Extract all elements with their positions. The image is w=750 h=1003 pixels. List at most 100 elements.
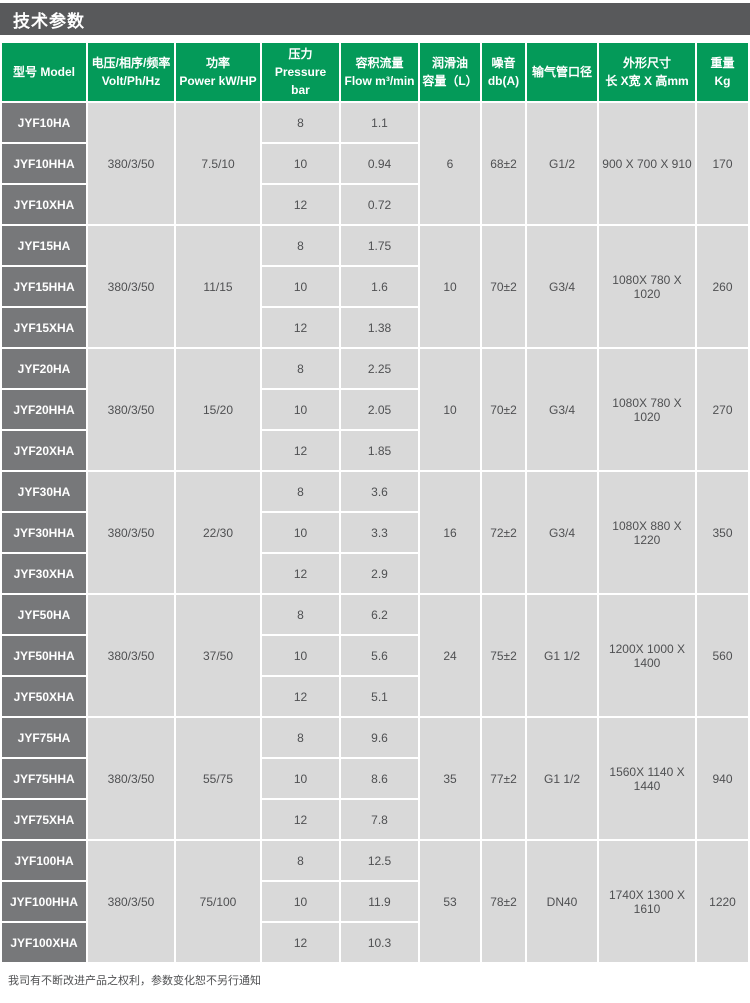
weight-cell: 270 [697,349,748,470]
header-line2: 容量（L） [422,74,478,88]
model-cell: JYF50XHA [2,677,86,716]
header-line1: 输气管口径 [531,65,592,79]
flow-cell: 5.1 [341,677,418,716]
power-cell: 22/30 [176,472,260,593]
noise-cell: 70±2 [482,226,525,347]
noise-cell: 75±2 [482,595,525,716]
table-row: JYF15HHA 10 1.6 [2,267,748,306]
noise-cell: 78±2 [482,841,525,962]
pressure-cell: 12 [262,923,339,962]
header-line2: Kg [714,74,731,88]
model-cell: JYF10HHA [2,144,86,183]
oil-capacity-cell: 6 [420,103,480,224]
flow-cell: 1.85 [341,431,418,470]
header-cell-4: 容积流量 Flow m³/min [341,43,418,101]
header-cell-3: 压力 Pressure bar [262,43,339,101]
flow-cell: 11.9 [341,882,418,921]
specs-table-body: JYF10HA 380/3/50 7.5/10 8 1.1 6 68±2 G1/2 900 X … [2,103,748,962]
specs-table-header: 型号 Model 电压/相序/频率 Volt/Ph/Hz 功率 Power kW/HP 压… [2,43,748,101]
table-row: JYF30XHA 12 2.9 [2,554,748,593]
model-cell: JYF15HA [2,226,86,265]
dimensions-cell: 1080X 780 X 1020 [599,349,695,470]
power-cell: 11/15 [176,226,260,347]
table-row: JYF30HHA 10 3.3 [2,513,748,552]
table-row: JYF100XHA 12 10.3 [2,923,748,962]
table-row: JYF100HA 380/3/50 75/100 8 12.5 53 78±2 DN40 174… [2,841,748,962]
header-line1: 功率 [205,56,230,70]
specs-table: 型号 Model 电压/相序/频率 Volt/Ph/Hz 功率 Power kW/HP 压… [0,41,750,964]
model-cell: JYF20HA [2,349,86,388]
voltage-cell: 380/3/50 [88,841,174,962]
dimensions-cell: 1080X 780 X 1020 [599,226,695,347]
voltage-cell: 380/3/50 [88,226,174,347]
model-cell: JYF15HHA [2,267,86,306]
model-cell: JYF10HA [2,103,86,142]
table-row: JYF15HA 380/3/50 11/15 8 1.75 10 70±2 G3/4 1080X… [2,226,748,347]
header-line1: 容积流量 [355,56,404,70]
flow-cell: 1.75 [341,226,418,265]
pipe-diameter-cell: G1 1/2 [527,595,597,716]
flow-cell: 1.1 [341,103,418,142]
flow-cell: 12.5 [341,841,418,880]
pipe-diameter-cell: G3/4 [527,349,597,470]
noise-cell: 68±2 [482,103,525,224]
pressure-cell: 12 [262,308,339,347]
pressure-cell: 10 [262,513,339,552]
oil-capacity-cell: 16 [420,472,480,593]
voltage-cell: 380/3/50 [88,103,174,224]
flow-cell: 3.6 [341,472,418,511]
flow-cell: 3.3 [341,513,418,552]
pressure-cell: 10 [262,759,339,798]
pipe-diameter-cell: G1 1/2 [527,718,597,839]
header-line2: Flow m³/min [344,74,415,88]
flow-cell: 1.38 [341,308,418,347]
header-row: 型号 Model 电压/相序/频率 Volt/Ph/Hz 功率 Power kW/HP 压… [2,43,748,101]
header-line1: 重量 [710,56,735,70]
oil-capacity-cell: 35 [420,718,480,839]
power-cell: 75/100 [176,841,260,962]
table-row: JYF75HHA 10 8.6 [2,759,748,798]
header-line2: Power kW/HP [179,74,257,88]
voltage-cell: 380/3/50 [88,349,174,470]
model-cell: JYF20HHA [2,390,86,429]
voltage-cell: 380/3/50 [88,595,174,716]
pressure-cell: 10 [262,144,339,183]
noise-cell: 70±2 [482,349,525,470]
pipe-diameter-cell: G3/4 [527,226,597,347]
power-cell: 7.5/10 [176,103,260,224]
table-row: JYF10XHA 12 0.72 [2,185,748,224]
header-cell-6: 噪音 db(A) [482,43,525,101]
header-line2: db(A) [487,74,520,88]
voltage-cell: 380/3/50 [88,472,174,593]
header-cell-0: 型号 Model [2,43,86,101]
power-cell: 15/20 [176,349,260,470]
table-row: JYF20HA 380/3/50 15/20 8 2.25 10 70±2 G3/4 1080X… [2,349,748,470]
header-cell-5: 润滑油 容量（L） [420,43,480,101]
flow-cell: 0.94 [341,144,418,183]
flow-cell: 8.6 [341,759,418,798]
flow-cell: 1.6 [341,267,418,306]
header-cell-2: 功率 Power kW/HP [176,43,260,101]
oil-capacity-cell: 10 [420,226,480,347]
header-line1: 型号 Model [13,65,75,79]
power-cell: 37/50 [176,595,260,716]
dimensions-cell: 1560X 1140 X 1440 [599,718,695,839]
pressure-cell: 8 [262,718,339,757]
voltage-cell: 380/3/50 [88,718,174,839]
pressure-cell: 10 [262,636,339,675]
header-line1: 外形尺寸 [622,56,671,70]
pressure-cell: 8 [262,595,339,634]
table-row: JYF20HHA 10 2.05 [2,390,748,429]
pressure-cell: 8 [262,103,339,142]
header-cell-7: 输气管口径 [527,43,597,101]
pressure-cell: 12 [262,554,339,593]
pipe-diameter-cell: G1/2 [527,103,597,224]
weight-cell: 1220 [697,841,748,962]
dimensions-cell: 1740X 1300 X 1610 [599,841,695,962]
oil-capacity-cell: 10 [420,349,480,470]
weight-cell: 170 [697,103,748,224]
header-cell-8: 外形尺寸长 X宽 X 高mm [599,43,695,101]
header-line2: 长 X宽 X 高mm [605,74,689,88]
model-cell: JYF100XHA [2,923,86,962]
pressure-cell: 12 [262,185,339,224]
